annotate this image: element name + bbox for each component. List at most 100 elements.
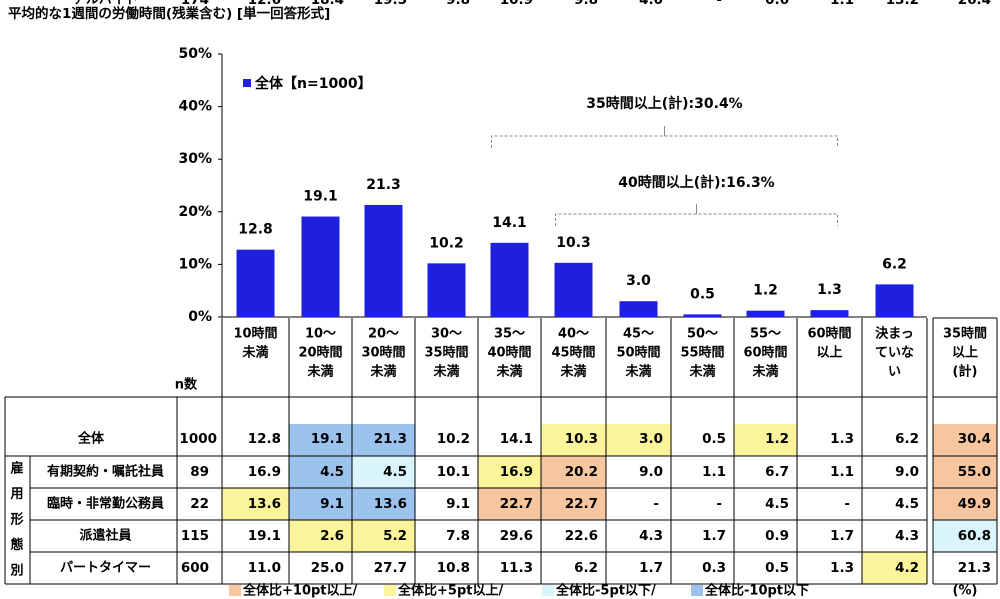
cell-value: -	[653, 496, 659, 512]
cell-value: 10.8	[437, 560, 470, 576]
bar-value-label: 1.2	[753, 283, 778, 299]
cell-highlight	[933, 456, 997, 488]
cell-value: 0.5	[765, 560, 789, 576]
cell-highlight	[734, 424, 797, 456]
column-header: 60時間	[807, 326, 851, 342]
cell-value: 1.7	[639, 560, 663, 576]
legend-label: 全体【n=1000】	[254, 75, 372, 92]
group-label-char: 用	[9, 487, 23, 502]
highlight-legend-label: 全体比-10pt以下	[704, 583, 809, 599]
column-header: 40時間	[487, 345, 531, 361]
bar	[236, 249, 275, 317]
column-header: 未満	[559, 364, 586, 380]
cell-value: 9.8	[446, 0, 470, 8]
cell-highlight	[478, 488, 541, 520]
cell-value: 1.2	[765, 431, 789, 447]
y-tick-label: 50%	[178, 46, 212, 62]
cell-highlight	[933, 520, 997, 552]
bar-value-label: 10.2	[429, 235, 464, 251]
cell-value: 14.1	[500, 431, 533, 447]
cell-value: 4.3	[639, 528, 663, 544]
y-tick-label: 20%	[178, 204, 212, 220]
column-header: 35〜	[494, 327, 525, 342]
column-header: 45時間	[551, 345, 595, 361]
cell-value: 5.2	[383, 528, 407, 544]
cell-highlight	[541, 488, 606, 520]
bar	[490, 242, 529, 317]
column-header: 未満	[241, 345, 268, 361]
cell-value: 0.6	[765, 0, 789, 8]
total-column-header: (計)	[953, 364, 978, 380]
cell-value: 12.8	[248, 431, 281, 447]
y-tick-label: 30%	[178, 151, 212, 167]
row-label: 派遣社員	[79, 528, 131, 544]
column-header: 30時間	[361, 345, 405, 361]
y-tick-label: 0%	[188, 309, 212, 325]
bar-value-label: 21.3	[366, 177, 401, 193]
cell-value: 4.5	[895, 496, 919, 512]
column-header: 決まっ	[875, 326, 913, 342]
cell-value: 11.0	[248, 560, 281, 576]
cell-highlight	[933, 424, 997, 456]
legend-swatch	[243, 79, 251, 87]
total-column-header: 35時間	[943, 326, 987, 342]
group-label-char: 別	[9, 564, 23, 579]
bracket-label: 35時間以上(計):30.4%	[586, 95, 742, 112]
cell-value: 22.7	[500, 496, 533, 512]
highlight-legend-swatch	[691, 585, 703, 596]
n-value: 22	[190, 496, 209, 512]
column-header: 未満	[624, 364, 651, 380]
cell-value: 6.2	[574, 560, 598, 576]
cell-value: 9.0	[895, 464, 919, 480]
bar-value-label: 6.2	[882, 256, 907, 272]
page-title: 平均的な1週間の労働時間(残業含む) [単一回答形式]	[8, 5, 330, 22]
cell-value: 16.9	[500, 464, 533, 480]
cell-value: 21.3	[374, 431, 407, 447]
highlight-legend-swatch	[229, 585, 241, 596]
cell-value: 0.5	[702, 431, 726, 447]
bar	[301, 216, 340, 317]
cell-value: -	[716, 0, 722, 8]
cell-value: 9.8	[574, 0, 598, 8]
column-header: 20時間	[298, 345, 342, 361]
y-tick-label: 10%	[178, 256, 212, 272]
cell-value: 1.3	[830, 431, 854, 447]
column-header: ていな	[875, 346, 914, 361]
column-header: 55時間	[680, 345, 724, 361]
cell-value: 4.5	[383, 464, 407, 480]
total-cell-value: 26.4	[958, 0, 991, 8]
bar	[427, 263, 466, 317]
n-value: 1000	[179, 431, 217, 447]
bracket-line	[491, 135, 838, 148]
unit-label: (%)	[953, 584, 978, 599]
bar	[746, 310, 785, 317]
cell-value: 16.9	[248, 464, 281, 480]
n-value: 600	[181, 560, 209, 576]
total-column-header: 以上	[952, 346, 978, 361]
cell-value: 9.0	[639, 464, 663, 480]
cell-value: 1.1	[702, 464, 726, 480]
column-header: 30〜	[431, 327, 462, 342]
column-header: 以上	[816, 346, 842, 361]
cell-highlight	[352, 520, 415, 552]
cell-value: 4.5	[765, 496, 789, 512]
cell-value: 25.0	[311, 560, 344, 576]
cell-value: 10.9	[500, 0, 533, 8]
cell-highlight	[606, 424, 671, 456]
cell-value: 29.6	[500, 528, 533, 544]
cell-value: 7.8	[446, 528, 470, 544]
bar	[875, 284, 914, 317]
column-header: 45〜	[623, 327, 654, 342]
column-header: 10時間	[233, 326, 277, 342]
cell-value: -	[844, 496, 850, 512]
cell-value: 1.1	[830, 0, 854, 8]
cell-value: -	[716, 496, 722, 512]
cell-value: 18.4	[311, 0, 344, 8]
cell-value: 0.3	[702, 560, 726, 576]
cell-highlight	[289, 488, 352, 520]
cell-value: 9.1	[320, 496, 344, 512]
cell-value: 10.3	[565, 431, 598, 447]
cell-highlight	[541, 424, 606, 456]
total-cell-value: 60.8	[958, 528, 991, 544]
column-header: 20〜	[368, 327, 399, 342]
